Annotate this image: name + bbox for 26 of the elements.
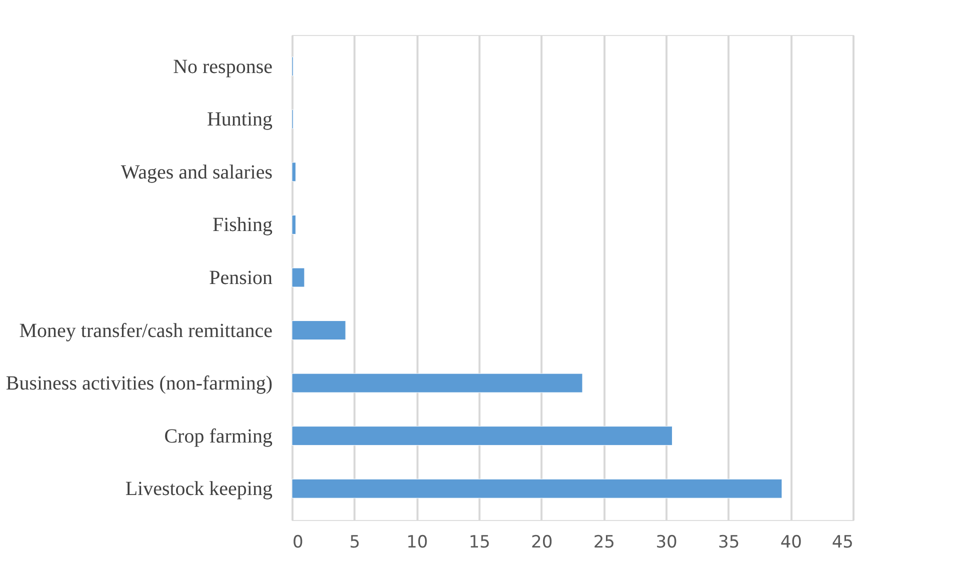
y-tick-label: Hunting bbox=[206, 108, 272, 131]
x-tick-label: 40 bbox=[780, 532, 802, 552]
x-tick-label: 35 bbox=[718, 532, 740, 552]
x-tick-label: 5 bbox=[349, 532, 360, 552]
bar bbox=[292, 320, 346, 340]
y-tick-label: Crop farming bbox=[164, 425, 272, 448]
bar bbox=[292, 268, 305, 288]
y-tick-label: Pension bbox=[209, 267, 272, 289]
bar bbox=[292, 426, 672, 446]
x-tick-label: 25 bbox=[593, 532, 615, 552]
y-tick-label: Fishing bbox=[212, 214, 272, 236]
x-tick-label: 30 bbox=[656, 532, 678, 552]
y-tick-label: No response bbox=[173, 56, 273, 78]
x-tick-label: 10 bbox=[406, 532, 428, 552]
y-tick-label: Business activities (non-farming) bbox=[6, 372, 272, 395]
y-tick-label: Money transfer/cash remittance bbox=[19, 320, 273, 342]
bar bbox=[292, 162, 296, 182]
x-tick-label: 15 bbox=[468, 532, 490, 552]
x-tick-label: 45 bbox=[832, 532, 854, 552]
x-tick-label: 20 bbox=[531, 532, 553, 552]
x-tick-label: 0 bbox=[292, 532, 304, 552]
bar bbox=[292, 373, 583, 393]
bar bbox=[292, 478, 782, 498]
y-tick-label: Wages and salaries bbox=[120, 161, 273, 184]
y-tick-label: Livestock keeping bbox=[125, 478, 272, 500]
bar bbox=[292, 214, 296, 234]
